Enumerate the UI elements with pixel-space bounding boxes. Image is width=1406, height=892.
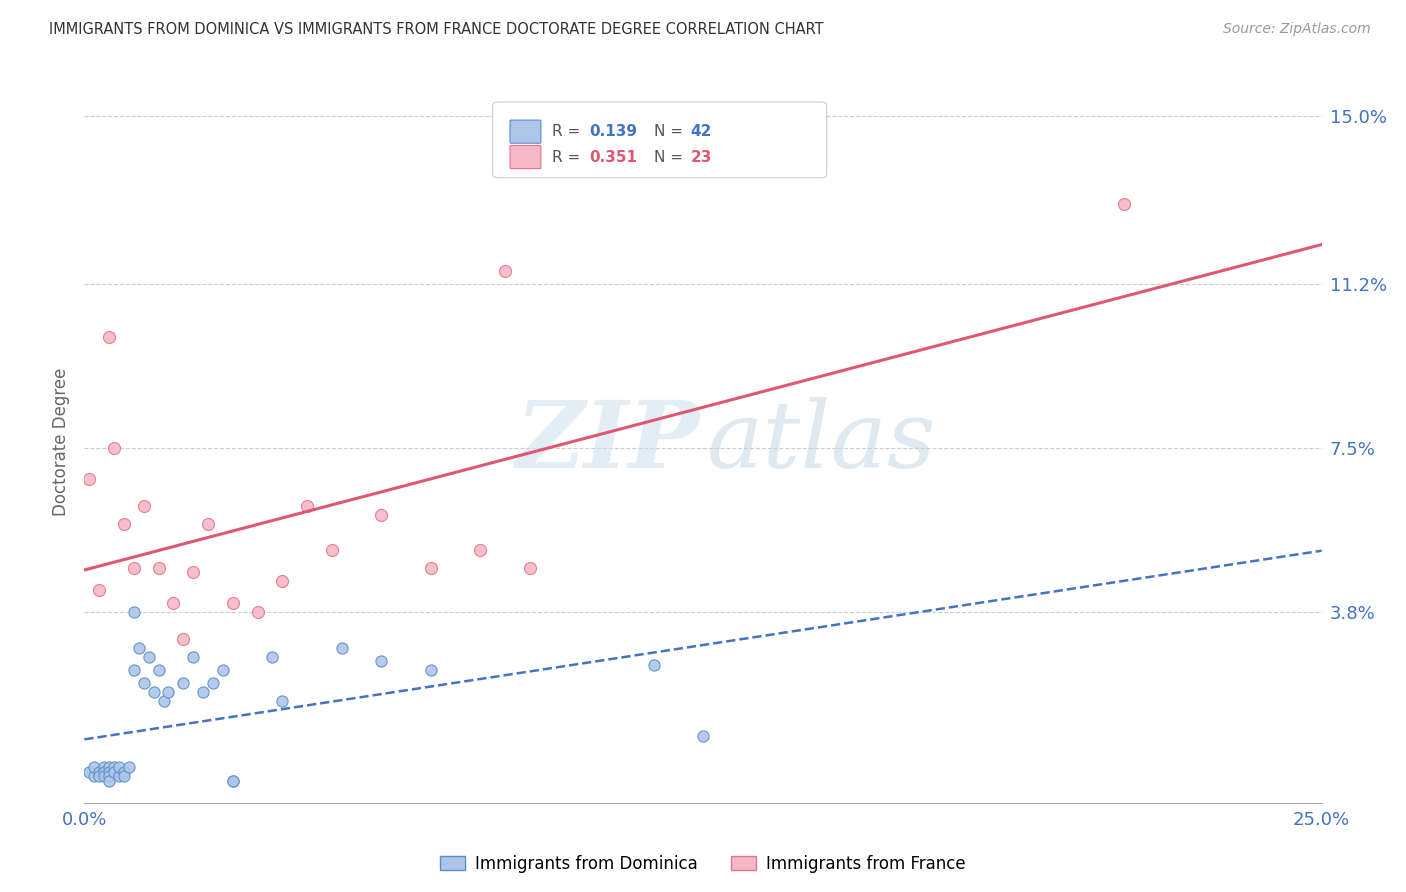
Point [222, 773, 245, 788]
Point [142, 685, 165, 699]
Point [108, 760, 131, 774]
Point [103, 764, 125, 779]
Point [202, 676, 225, 690]
Point [181, 649, 204, 664]
Text: Source: ZipAtlas.com: Source: ZipAtlas.com [1223, 22, 1371, 37]
Text: ZIP: ZIP [515, 397, 699, 486]
Point [370, 654, 392, 668]
Point [98, 330, 121, 344]
Point [132, 676, 155, 690]
Point [262, 649, 284, 664]
Point [519, 561, 541, 575]
Point [93, 764, 115, 779]
Text: atlas: atlas [707, 397, 936, 486]
Point [83, 769, 105, 783]
Point [470, 543, 492, 558]
Point [93, 760, 115, 774]
Point [271, 574, 294, 589]
Point [112, 769, 135, 783]
Point [79, 764, 101, 779]
Point [162, 596, 184, 610]
Point [112, 516, 135, 531]
Point [222, 773, 245, 788]
Point [98, 769, 121, 783]
FancyBboxPatch shape [492, 102, 827, 178]
Point [79, 472, 101, 486]
Point [89, 764, 111, 779]
Point [103, 760, 125, 774]
Point [128, 640, 150, 655]
Point [419, 561, 441, 575]
Point [692, 729, 714, 743]
Text: IMMIGRANTS FROM DOMINICA VS IMMIGRANTS FROM FRANCE DOCTORATE DEGREE CORRELATION : IMMIGRANTS FROM DOMINICA VS IMMIGRANTS F… [49, 22, 824, 37]
FancyBboxPatch shape [510, 120, 541, 144]
Point [172, 632, 194, 646]
Point [118, 760, 141, 774]
Point [152, 694, 174, 708]
Point [157, 685, 180, 699]
Point [138, 649, 160, 664]
Point [197, 516, 219, 531]
Text: N =: N = [654, 150, 688, 164]
Point [222, 596, 245, 610]
Point [295, 499, 318, 513]
Point [321, 543, 343, 558]
Point [83, 760, 105, 774]
Point [103, 441, 125, 455]
Text: R =: R = [553, 124, 585, 139]
Point [93, 769, 115, 783]
Point [370, 508, 392, 522]
Point [112, 764, 135, 779]
Text: 0.351: 0.351 [589, 150, 637, 164]
Point [191, 685, 214, 699]
Point [271, 694, 294, 708]
Y-axis label: Doctorate Degree: Doctorate Degree [52, 368, 70, 516]
Point [181, 566, 204, 580]
FancyBboxPatch shape [510, 145, 541, 169]
Point [330, 640, 353, 655]
Point [172, 676, 194, 690]
Point [89, 582, 111, 597]
Point [148, 663, 170, 677]
Point [122, 663, 145, 677]
Point [89, 769, 111, 783]
Legend: Immigrants from Dominica, Immigrants from France: Immigrants from Dominica, Immigrants fro… [433, 848, 973, 880]
Text: R =: R = [553, 150, 585, 164]
Point [122, 605, 145, 619]
Point [419, 663, 441, 677]
Point [494, 264, 516, 278]
Point [643, 658, 665, 673]
Point [98, 760, 121, 774]
Text: 42: 42 [690, 124, 711, 139]
Point [246, 605, 269, 619]
Text: 23: 23 [690, 150, 711, 164]
Point [108, 769, 131, 783]
Point [148, 561, 170, 575]
Point [98, 764, 121, 779]
Text: 0.139: 0.139 [589, 124, 637, 139]
Point [98, 773, 121, 788]
Point [212, 663, 235, 677]
Text: N =: N = [654, 124, 688, 139]
Point [122, 561, 145, 575]
Point [132, 499, 155, 513]
Point [1112, 197, 1135, 211]
